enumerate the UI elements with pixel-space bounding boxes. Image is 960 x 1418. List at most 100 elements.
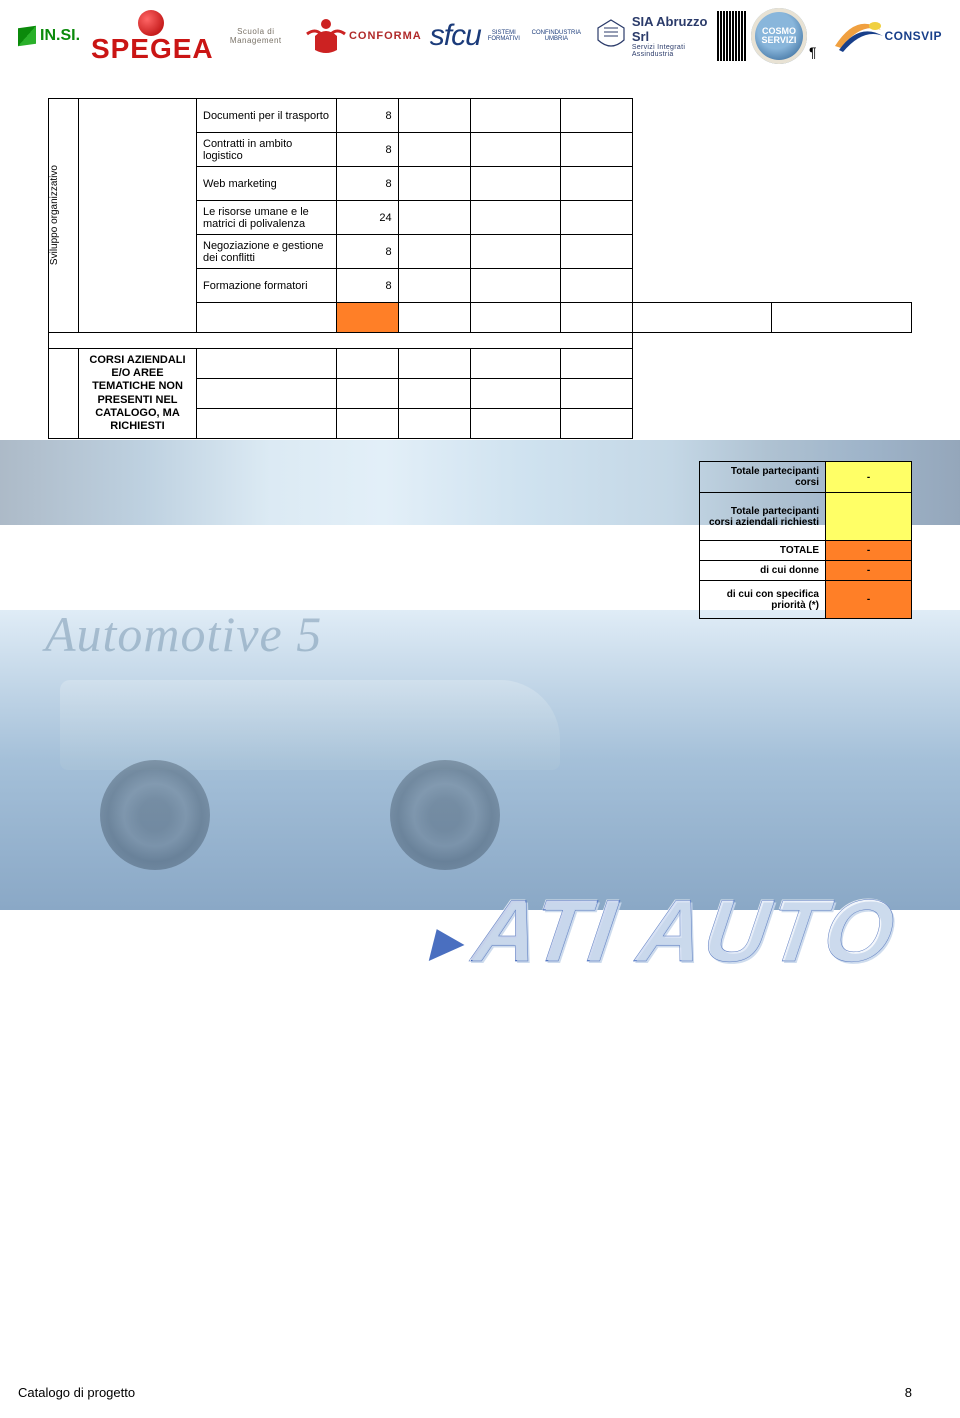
cosmo-badge-icon: COSMOSERVIZI bbox=[751, 8, 807, 64]
blank-cell bbox=[560, 133, 632, 167]
blank-cell bbox=[197, 379, 337, 409]
blank-cell bbox=[470, 349, 560, 379]
row-desc: Contratti in ambito logistico bbox=[197, 133, 337, 167]
blank-cell bbox=[336, 349, 398, 379]
content-area: Sviluppo organizzativo Documenti per il … bbox=[0, 70, 960, 619]
blank-cell bbox=[470, 99, 560, 133]
row-val: 24 bbox=[336, 201, 398, 235]
sia-crest-icon bbox=[594, 18, 628, 55]
blank-cell bbox=[398, 99, 470, 133]
spacer-row bbox=[49, 333, 912, 349]
pilcrow-mark: ¶ bbox=[809, 44, 817, 60]
insi-cube-icon bbox=[18, 26, 36, 47]
blank-cell bbox=[398, 379, 470, 409]
blank-cell bbox=[560, 379, 632, 409]
sia-row1: SIA Abruzzo Srl bbox=[632, 14, 709, 44]
blank-cell bbox=[560, 303, 632, 333]
watermark-atiauto: ATI AUTO bbox=[468, 880, 902, 982]
row-desc: Documenti per il trasporto bbox=[197, 99, 337, 133]
summary-label: di cui donne bbox=[700, 561, 826, 581]
blank-cell bbox=[470, 201, 560, 235]
row-val: 8 bbox=[336, 235, 398, 269]
row-desc: Negoziazione e gestione dei conflitti bbox=[197, 235, 337, 269]
section-label: Sviluppo organizzativo bbox=[49, 165, 60, 265]
category-empty-cell bbox=[79, 99, 197, 333]
summary-value: - bbox=[826, 561, 912, 581]
footer-page-number: 8 bbox=[905, 1385, 912, 1400]
blank-cell bbox=[470, 235, 560, 269]
blank-cell bbox=[398, 349, 470, 379]
blank-cell bbox=[470, 409, 560, 439]
sia-text-block: SIA Abruzzo Srl Servizi Integrati Assind… bbox=[632, 14, 709, 58]
sia-row2: Servizi Integrati Assindustria bbox=[632, 44, 709, 58]
spegea-sub: Scuola di Management bbox=[217, 27, 295, 45]
summary-label: Totale partecipanti corsi bbox=[700, 462, 826, 493]
summary-value: - bbox=[826, 462, 912, 493]
blank-cell bbox=[336, 379, 398, 409]
summary-table: Totale partecipanti corsi - Totale parte… bbox=[699, 461, 912, 619]
row-desc: Web marketing bbox=[197, 167, 337, 201]
conforma-figure-icon bbox=[303, 16, 349, 56]
logo-spegea: SPEGEA Scuola di Management bbox=[88, 10, 295, 63]
row-val: 8 bbox=[336, 99, 398, 133]
summary-row: TOTALE - bbox=[700, 541, 912, 561]
row-desc: Le risorse umane e le matrici di polival… bbox=[197, 201, 337, 235]
blank-cell bbox=[470, 269, 560, 303]
logo-insi: IN.SI. bbox=[18, 27, 80, 45]
blank-cell bbox=[398, 201, 470, 235]
cosmo-barcode-icon bbox=[717, 11, 747, 61]
sfcu-sub1: SISTEMI FORMATIVI bbox=[481, 30, 527, 42]
summary-value bbox=[826, 493, 912, 541]
summary-value: - bbox=[826, 581, 912, 619]
orange-cell bbox=[336, 303, 398, 333]
blank-cell bbox=[398, 235, 470, 269]
row-desc: Formazione formatori bbox=[197, 269, 337, 303]
blank-cell bbox=[560, 235, 632, 269]
main-table: Sviluppo organizzativo Documenti per il … bbox=[48, 98, 912, 439]
summary-label: TOTALE bbox=[700, 541, 826, 561]
summary-row: di cui con specifica priorità (*) - bbox=[700, 581, 912, 619]
blank-cell bbox=[470, 379, 560, 409]
blank-cell bbox=[470, 167, 560, 201]
conforma-text: CONFORMA bbox=[349, 30, 422, 42]
logo-sia: SIA Abruzzo Srl Servizi Integrati Assind… bbox=[594, 14, 709, 58]
blank-cell bbox=[336, 409, 398, 439]
consvip-swoosh-icon bbox=[829, 16, 885, 56]
logo-sfcu: sfcu SISTEMI FORMATIVI CONFINDUSTRIA UMB… bbox=[430, 19, 586, 53]
spegea-text: SPEGEA bbox=[91, 33, 214, 64]
summary-row: Totale partecipanti corsi - bbox=[700, 462, 912, 493]
sfcu-sub2: CONFINDUSTRIA UMBRIA bbox=[527, 30, 586, 42]
row-val: 8 bbox=[336, 269, 398, 303]
logo-cosmo: COSMOSERVIZI bbox=[717, 8, 807, 64]
blank-cell bbox=[197, 303, 337, 333]
table-row: Sviluppo organizzativo Documenti per il … bbox=[49, 99, 912, 133]
blank-cell bbox=[197, 409, 337, 439]
section-side-cell: Sviluppo organizzativo bbox=[49, 99, 79, 333]
spegea-top: SPEGEA bbox=[88, 10, 217, 63]
summary-row: Totale partecipanti corsi aziendali rich… bbox=[700, 493, 912, 541]
blank-cell bbox=[632, 303, 772, 333]
summary-row: di cui donne - bbox=[700, 561, 912, 581]
logo-conforma: CONFORMA bbox=[303, 16, 422, 56]
blank-cell bbox=[560, 99, 632, 133]
blank-cell bbox=[398, 303, 470, 333]
row-val: 8 bbox=[336, 167, 398, 201]
blank-cell bbox=[560, 201, 632, 235]
header-logos: IN.SI. SPEGEA Scuola di Management CONFO… bbox=[0, 0, 960, 70]
blank-cell bbox=[560, 269, 632, 303]
footer: Catalogo di progetto 8 bbox=[0, 1385, 960, 1400]
blank-cell bbox=[197, 349, 337, 379]
blank-cell bbox=[560, 167, 632, 201]
summary-label: Totale partecipanti corsi aziendali rich… bbox=[700, 493, 826, 541]
consvip-text: CONSVIP bbox=[885, 29, 943, 43]
blank-cell bbox=[398, 167, 470, 201]
sfcu-text: sfcu bbox=[430, 19, 481, 53]
spacer-cell bbox=[49, 333, 633, 349]
table-row: CORSI AZIENDALI E/O AREE TEMATICHE NON P… bbox=[49, 349, 912, 379]
blank-cell bbox=[560, 349, 632, 379]
row-val: 8 bbox=[336, 133, 398, 167]
footer-left: Catalogo di progetto bbox=[18, 1385, 135, 1400]
summary-value: - bbox=[826, 541, 912, 561]
logo-consvip: CONSVIP bbox=[829, 16, 943, 56]
blank-cell bbox=[398, 409, 470, 439]
